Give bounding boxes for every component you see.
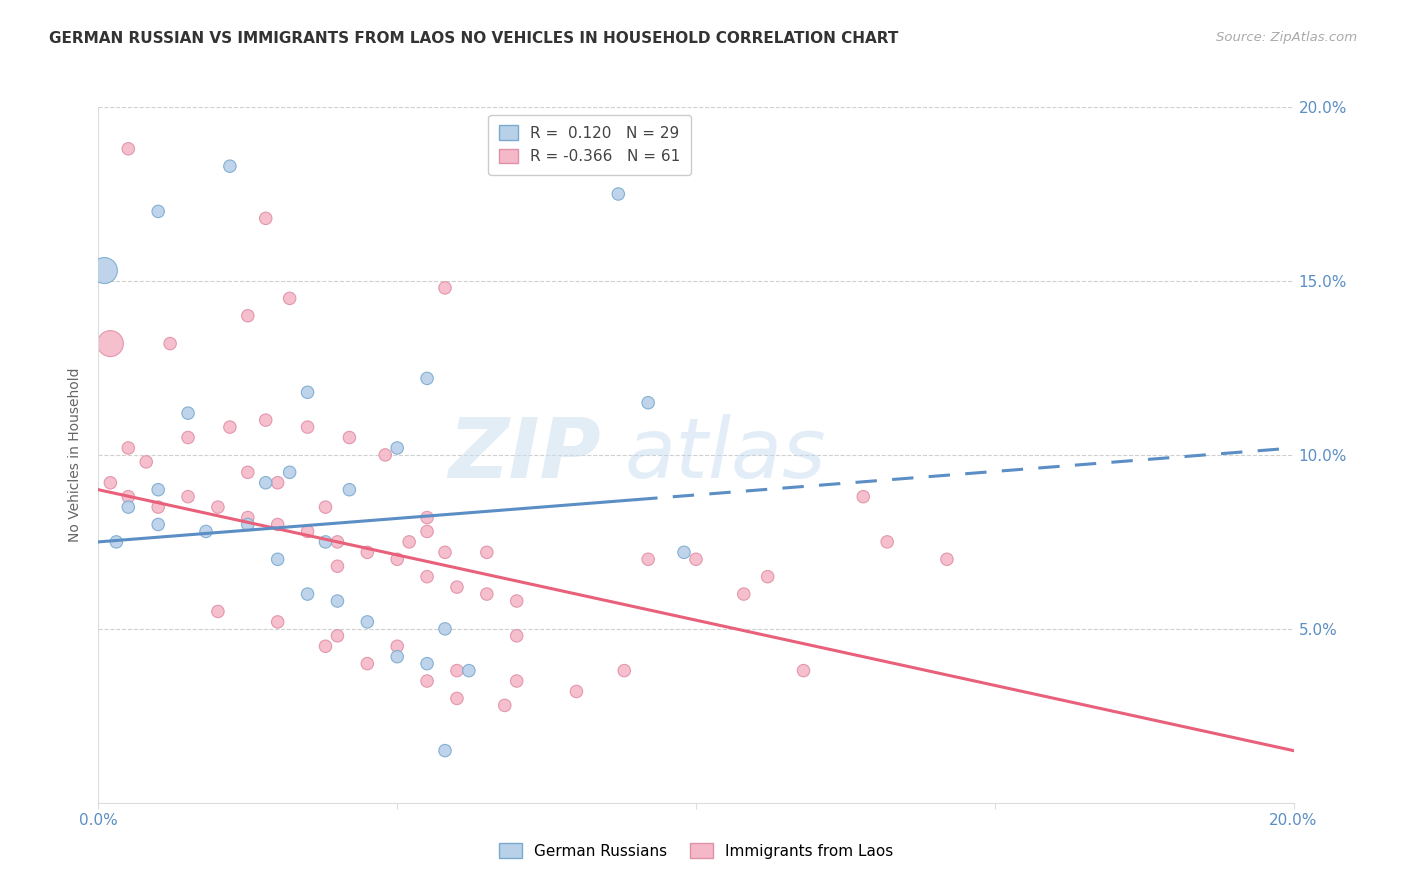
Point: [326, 559, 349, 574]
Point: [852, 490, 875, 504]
Point: [177, 406, 200, 420]
Point: [356, 657, 378, 671]
Point: [506, 629, 529, 643]
Point: [356, 615, 378, 629]
Point: [207, 605, 229, 619]
Point: [254, 211, 277, 226]
Point: [416, 657, 439, 671]
Point: [117, 441, 139, 455]
Point: [117, 490, 139, 504]
Point: [385, 441, 409, 455]
Point: [434, 281, 457, 295]
Point: [339, 430, 361, 444]
Y-axis label: No Vehicles in Household: No Vehicles in Household: [69, 368, 83, 542]
Point: [936, 552, 959, 566]
Point: [446, 580, 468, 594]
Point: [398, 534, 420, 549]
Point: [685, 552, 707, 566]
Point: [434, 622, 457, 636]
Point: [434, 545, 457, 559]
Point: [637, 395, 659, 409]
Point: [326, 629, 349, 643]
Point: [297, 420, 319, 434]
Point: [219, 159, 242, 173]
Legend: German Russians, Immigrants from Laos: German Russians, Immigrants from Laos: [492, 837, 900, 864]
Point: [506, 594, 529, 608]
Point: [148, 204, 170, 219]
Point: [315, 534, 337, 549]
Point: [565, 684, 588, 698]
Text: Source: ZipAtlas.com: Source: ZipAtlas.com: [1216, 31, 1357, 45]
Point: [876, 534, 898, 549]
Point: [117, 142, 139, 156]
Point: [733, 587, 755, 601]
Point: [159, 336, 181, 351]
Point: [297, 524, 319, 539]
Point: [267, 475, 290, 490]
Point: [177, 430, 200, 444]
Point: [385, 552, 409, 566]
Point: [385, 639, 409, 653]
Point: [254, 413, 277, 427]
Point: [416, 674, 439, 689]
Point: [607, 187, 630, 202]
Point: [148, 517, 170, 532]
Point: [297, 587, 319, 601]
Point: [613, 664, 636, 678]
Point: [416, 510, 439, 524]
Point: [278, 291, 301, 305]
Point: [236, 466, 259, 480]
Point: [494, 698, 516, 713]
Point: [446, 664, 468, 678]
Point: [637, 552, 659, 566]
Point: [326, 534, 349, 549]
Point: [278, 466, 301, 480]
Point: [673, 545, 696, 559]
Point: [236, 517, 259, 532]
Point: [315, 500, 337, 514]
Point: [756, 570, 779, 584]
Point: [434, 744, 457, 758]
Point: [416, 570, 439, 584]
Point: [416, 371, 439, 385]
Point: [267, 552, 290, 566]
Point: [254, 475, 277, 490]
Point: [458, 664, 481, 678]
Point: [446, 691, 468, 706]
Point: [207, 500, 229, 514]
Point: [148, 483, 170, 497]
Point: [475, 587, 498, 601]
Point: [236, 510, 259, 524]
Point: [416, 524, 439, 539]
Point: [219, 420, 242, 434]
Point: [374, 448, 396, 462]
Point: [177, 490, 200, 504]
Point: [135, 455, 157, 469]
Text: atlas: atlas: [624, 415, 825, 495]
Point: [148, 500, 170, 514]
Point: [98, 336, 122, 351]
Point: [793, 664, 815, 678]
Point: [117, 500, 139, 514]
Point: [105, 534, 128, 549]
Point: [93, 263, 115, 277]
Point: [475, 545, 498, 559]
Point: [98, 475, 122, 490]
Point: [506, 674, 529, 689]
Point: [236, 309, 259, 323]
Point: [315, 639, 337, 653]
Point: [339, 483, 361, 497]
Point: [297, 385, 319, 400]
Text: GERMAN RUSSIAN VS IMMIGRANTS FROM LAOS NO VEHICLES IN HOUSEHOLD CORRELATION CHAR: GERMAN RUSSIAN VS IMMIGRANTS FROM LAOS N…: [49, 31, 898, 46]
Point: [195, 524, 218, 539]
Point: [267, 615, 290, 629]
Point: [267, 517, 290, 532]
Text: ZIP: ZIP: [447, 415, 600, 495]
Point: [356, 545, 378, 559]
Point: [385, 649, 409, 664]
Point: [326, 594, 349, 608]
